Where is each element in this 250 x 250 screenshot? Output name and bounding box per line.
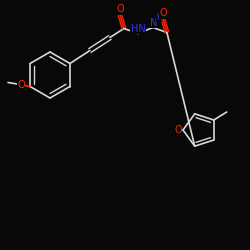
Text: HN: HN	[130, 24, 145, 34]
Text: O: O	[174, 125, 182, 135]
Text: O: O	[159, 8, 167, 18]
Text: H: H	[156, 13, 162, 22]
Text: O: O	[17, 80, 25, 90]
Text: N: N	[150, 18, 158, 28]
Text: O: O	[116, 4, 124, 15]
